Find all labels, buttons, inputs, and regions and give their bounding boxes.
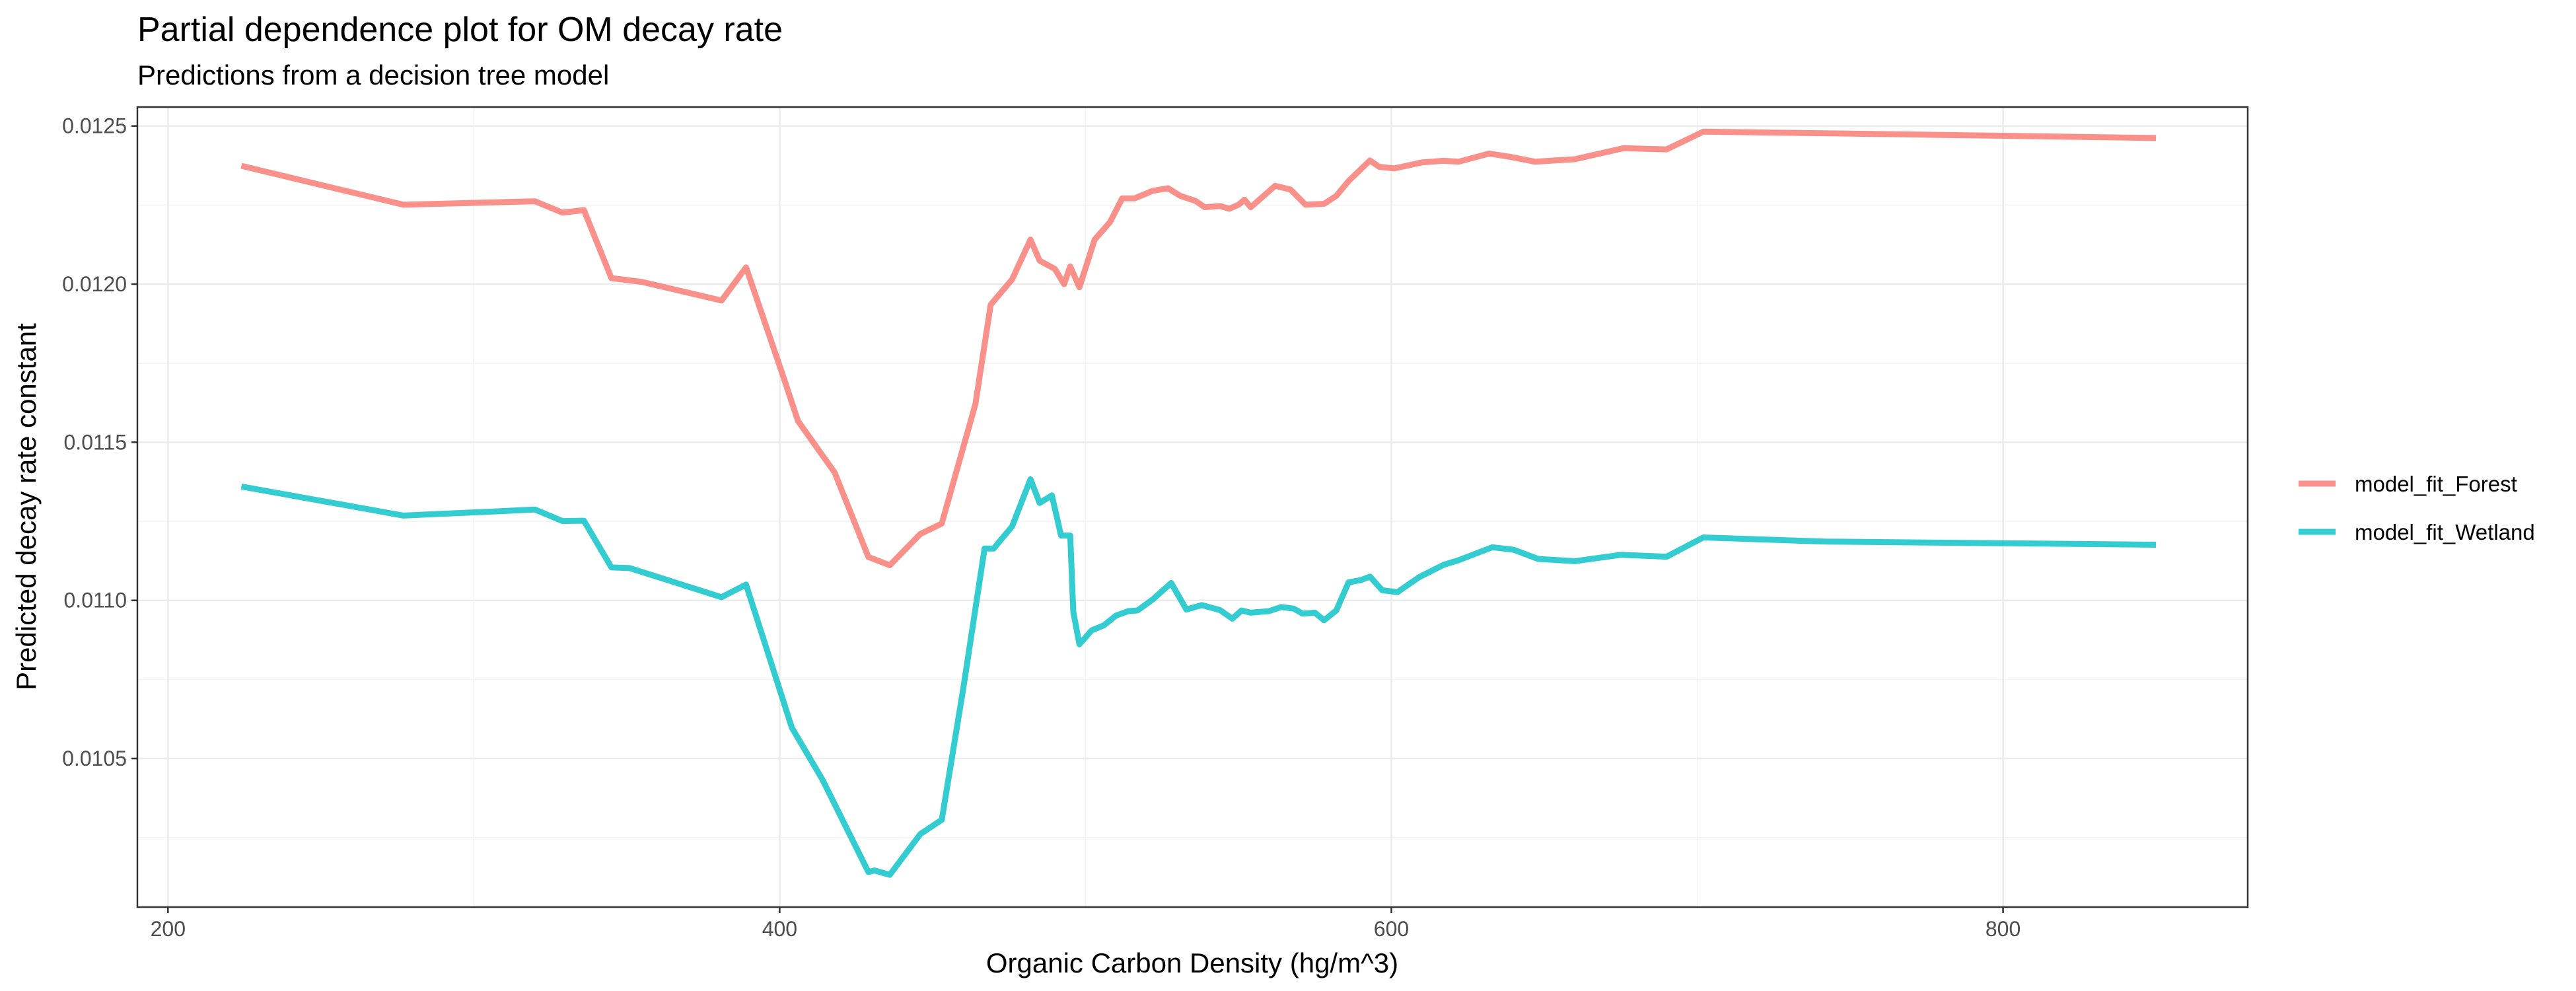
y-tick-label: 0.0105 xyxy=(62,747,127,770)
x-tick-label: 800 xyxy=(1986,917,2021,941)
chart-subtitle: Predictions from a decision tree model xyxy=(137,59,610,91)
legend-label-model_fit_Wetland: model_fit_Wetland xyxy=(2355,520,2535,544)
y-tick-label: 0.0120 xyxy=(62,272,127,296)
legend: model_fit_Forest model_fit_Wetland xyxy=(2299,472,2535,544)
series-lines xyxy=(240,128,2157,878)
y-axis: 0.0105 0.0110 0.0115 0.0120 0.0125 xyxy=(62,114,137,770)
x-axis: 200 400 600 800 xyxy=(151,907,2021,941)
plot-panel xyxy=(137,107,2248,907)
series-line-model_fit_Forest xyxy=(240,128,2157,569)
x-axis-title: Organic Carbon Density (hg/m^3) xyxy=(986,947,1398,978)
major-grid xyxy=(137,107,2248,907)
series-line-model_fit_Wetland xyxy=(240,476,2157,878)
y-tick-label: 0.0125 xyxy=(62,114,127,138)
y-tick-label: 0.0110 xyxy=(64,589,127,612)
y-axis-title: Predicted decay rate constant xyxy=(11,323,42,690)
x-tick-label: 200 xyxy=(151,917,186,941)
plot-border xyxy=(136,106,2249,908)
chart-title: Partial dependence plot for OM decay rat… xyxy=(137,11,783,49)
legend-label-model_fit_Forest: model_fit_Forest xyxy=(2355,472,2517,496)
x-tick-label: 600 xyxy=(1374,917,1409,941)
x-tick-label: 400 xyxy=(762,917,797,941)
y-tick-label: 0.0115 xyxy=(64,430,127,454)
